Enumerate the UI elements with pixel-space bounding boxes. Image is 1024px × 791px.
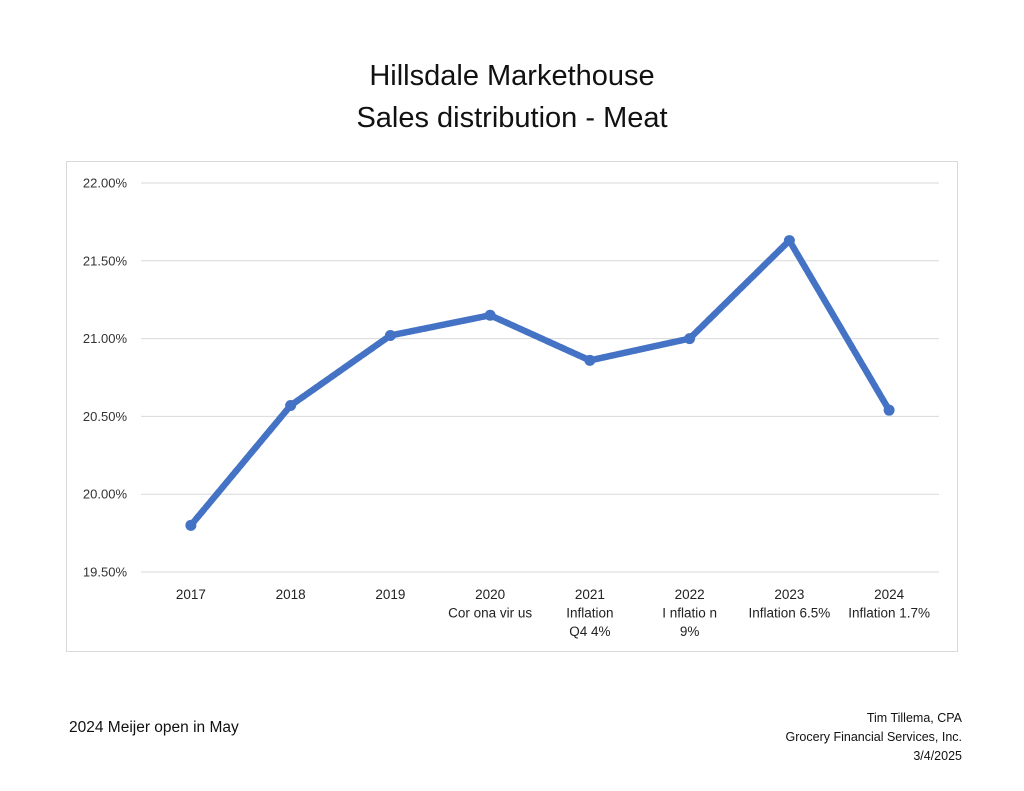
data-point-7 [883,404,895,416]
data-point-2 [384,329,396,341]
signature-block: Tim Tillema, CPA Grocery Financial Servi… [786,709,962,766]
y-tick-label: 21.00% [83,331,128,346]
x-tick-label: 2020 [475,587,505,602]
x-tick-label: 2024 [874,587,905,602]
series-line-meat [187,237,893,529]
x-tick-annotation: 9% [680,624,700,639]
x-tick-label: 2023 [774,587,804,602]
data-point-5 [684,333,696,345]
signature-date: 3/4/2025 [913,749,962,763]
chart-title-line-2: Sales distribution - Meat [356,102,668,134]
chart-title-line-1: Hillsdale Markethouse [369,60,655,92]
y-tick-label: 21.50% [83,253,128,268]
data-point-0 [185,519,197,531]
x-tick-label: 2022 [675,587,705,602]
x-tick-annotation: I nflatio n [662,606,717,621]
x-tick-annotation: Q4 4% [569,624,610,639]
x-tick-annotation: Inflation 1.7% [848,606,930,621]
x-tick-annotation: Cor ona vir us [448,606,532,621]
y-tick-label: 20.50% [83,409,128,424]
y-tick-label: 22.00% [83,176,128,191]
x-tick-label: 2017 [176,587,206,602]
data-point-3 [484,309,496,321]
y-tick-label: 20.00% [83,487,128,502]
x-tick-annotation: Inflation 6.5% [748,606,830,621]
x-tick-label: 2019 [375,587,405,602]
footnote: 2024 Meijer open in May [69,719,239,736]
data-point-1 [285,400,297,412]
line-chart: 22.00% 21.50% 21.00% 20.50% 20.00% 19.50% 2017… [83,176,939,639]
data-point-4 [584,354,596,366]
signature-company: Grocery Financial Services, Inc. [785,730,962,744]
data-point-6 [783,235,795,247]
x-tick-label: 2021 [575,587,605,602]
x-tick-annotation: Inflation [566,606,613,621]
y-tick-label: 19.50% [83,565,128,580]
chart-area: 22.00% 21.50% 21.00% 20.50% 20.00% 19.50% 2017… [66,161,958,652]
x-tick-label: 2018 [276,587,306,602]
signature-name: Tim Tillema, CPA [866,711,962,725]
